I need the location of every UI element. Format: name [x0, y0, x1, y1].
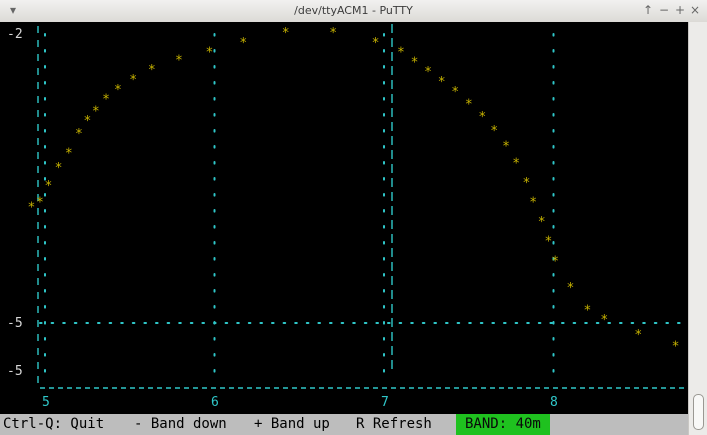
band-up-hint: + Band up — [254, 416, 330, 432]
x-tick-label: 5 — [42, 395, 50, 410]
terminal-area[interactable]: * * * * * * * * * * * * * * * * * * * * * * * * * * * * * * * * * * * * * * -… — [0, 22, 688, 435]
x-tick-label: 7 — [381, 395, 389, 410]
scrollbar-thumb[interactable] — [693, 394, 704, 430]
data-point: * — [75, 127, 83, 142]
data-point: * — [36, 196, 44, 211]
data-point: * — [206, 46, 214, 61]
data-point: * — [83, 114, 91, 129]
data-point: * — [567, 281, 575, 296]
status-bar: Ctrl-Q: Quit - Band down + Band up R Ref… — [0, 414, 688, 435]
sweep-plot: * *************** ********************** — [28, 24, 688, 389]
data-point: * — [65, 147, 73, 162]
maximize-icon[interactable]: + — [675, 3, 686, 17]
data-point: * — [28, 200, 36, 215]
data-point: * — [583, 303, 591, 318]
data-point: * — [175, 53, 183, 68]
data-point: * — [502, 140, 510, 155]
quit-hint: Ctrl-Q: Quit — [3, 416, 105, 432]
data-point: * — [478, 110, 486, 125]
data-point: * — [465, 98, 473, 113]
data-point: * — [239, 36, 247, 51]
data-point: * — [397, 46, 405, 61]
data-point: * — [102, 93, 110, 108]
minimize-icon[interactable]: − — [659, 3, 670, 17]
y-tick-label: -5 — [7, 316, 23, 331]
data-point: * — [438, 75, 446, 90]
window-menu-icon[interactable]: ▾ — [10, 3, 17, 17]
data-point: * — [92, 104, 100, 119]
scrollbar[interactable] — [688, 22, 707, 435]
data-point: * — [538, 215, 546, 230]
data-point: * — [522, 176, 530, 191]
data-point: * — [329, 26, 337, 41]
data-point: * — [451, 85, 459, 100]
refresh-hint: R Refresh — [356, 416, 432, 432]
data-point: * — [411, 55, 419, 70]
data-point: * — [55, 161, 63, 176]
data-point: * — [424, 65, 432, 80]
data-point: * — [129, 73, 137, 88]
y-tick-label: -2 — [7, 27, 23, 42]
data-point: * — [372, 36, 380, 51]
x-tick-label: 6 — [211, 395, 219, 410]
data-point: * — [148, 63, 156, 78]
data-point: * — [512, 156, 520, 171]
data-point: * — [600, 313, 608, 328]
data-point: * — [634, 328, 642, 343]
data-point: * — [529, 196, 537, 211]
y-tick-label: -5 — [7, 364, 23, 379]
close-icon[interactable]: × — [690, 3, 701, 17]
data-point: * — [44, 179, 52, 194]
window-title: /dev/ttyACM1 - PuTTY — [294, 4, 413, 17]
data-point: * — [282, 26, 290, 41]
band-down-hint: - Band down — [134, 416, 227, 432]
x-tick-label: 8 — [550, 395, 558, 410]
band-badge: BAND: 40m — [456, 414, 550, 435]
data-point: * — [114, 83, 122, 98]
data-point: * — [545, 235, 553, 250]
data-point: * — [672, 340, 680, 355]
data-point: * — [551, 254, 559, 269]
window-titlebar: ▾ /dev/ttyACM1 - PuTTY ↑ − + × — [0, 0, 707, 23]
band-label: BAND: 40m — [465, 416, 541, 432]
keep-above-icon[interactable]: ↑ — [643, 3, 654, 17]
data-point: * — [490, 124, 498, 139]
